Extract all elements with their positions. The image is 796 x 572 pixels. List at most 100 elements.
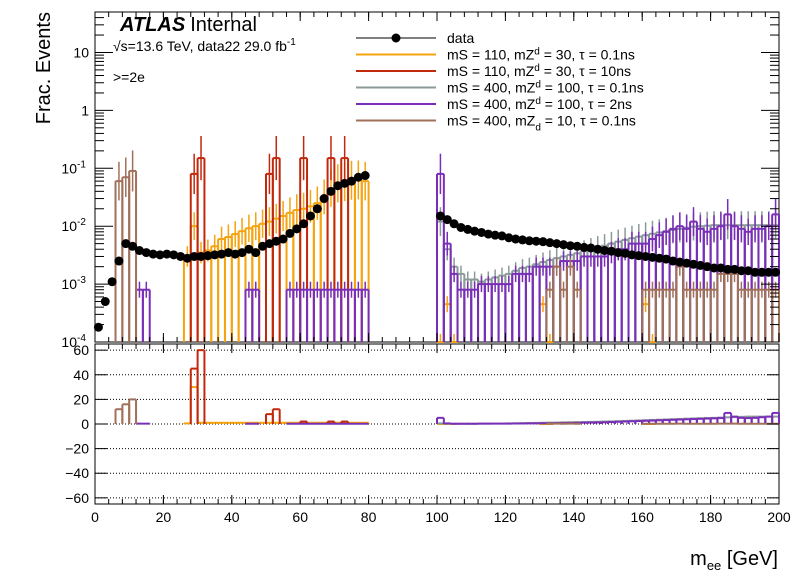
- data-point: [518, 235, 527, 245]
- data-point: [702, 262, 712, 272]
- y-tick-label: 10: [61, 276, 77, 292]
- data-point: [162, 249, 172, 259]
- data-point: [545, 238, 555, 248]
- data-point: [182, 253, 192, 263]
- data-point: [121, 239, 131, 249]
- data-point: [244, 244, 254, 254]
- x-tick-label: 80: [361, 509, 377, 525]
- data-point: [723, 264, 733, 274]
- data-point: [237, 248, 247, 258]
- data-point: [647, 252, 657, 262]
- data-point: [442, 215, 452, 225]
- data-point: [196, 251, 206, 261]
- data-point: [449, 219, 459, 229]
- legend-marker: [391, 33, 401, 43]
- data-point: [456, 222, 466, 232]
- y-tick-label: 10: [73, 44, 89, 60]
- y-tick-label: 10: [61, 218, 77, 234]
- data-point: [531, 236, 541, 246]
- energy-lumi-label: √s=13.6 TeV, data22 29.0 fb-1: [113, 37, 296, 54]
- data-point: [504, 233, 514, 243]
- data-point: [210, 250, 220, 260]
- x-tick-label: 100: [425, 509, 449, 525]
- data-point: [497, 231, 507, 241]
- x-tick-label: 200: [767, 509, 791, 525]
- data-point: [305, 211, 315, 221]
- data-point: [203, 251, 213, 261]
- data-point: [627, 250, 637, 260]
- x-tick-label: 120: [494, 509, 518, 525]
- data-point: [251, 248, 261, 258]
- x-axis-label: mee [GeV]: [690, 548, 778, 572]
- data-point: [654, 253, 664, 263]
- data-point: [736, 266, 746, 276]
- data-point: [579, 242, 589, 252]
- data-point: [319, 194, 329, 204]
- data-point: [716, 263, 726, 273]
- x-tick-label: 0: [91, 509, 99, 525]
- axes-ticks-layer: 0 20 40 60 80 100 120 140 160 180 20010110-110-210…: [61, 12, 791, 525]
- data-point: [134, 246, 144, 256]
- data-point: [641, 251, 651, 261]
- data-point: [128, 241, 138, 251]
- data-point: [559, 240, 569, 250]
- data-point: [689, 259, 698, 269]
- ratio-y-tick-label: −20: [65, 441, 89, 457]
- ratio-y-tick-label: −40: [65, 465, 89, 481]
- data-point: [695, 260, 705, 270]
- ratio-histogram-layer: [114, 349, 780, 425]
- ratio-y-tick-label: 40: [73, 367, 89, 383]
- data-point: [593, 244, 603, 254]
- data-point: [333, 181, 343, 191]
- data-point: [606, 246, 616, 256]
- data-point: [743, 266, 753, 276]
- data-point: [634, 251, 644, 261]
- x-tick-label: 40: [224, 509, 240, 525]
- data-point: [189, 251, 199, 261]
- data-point: [490, 230, 500, 240]
- data-point: [552, 239, 562, 249]
- data-point: [258, 241, 268, 251]
- data-point: [613, 248, 623, 258]
- data-point: [230, 249, 240, 259]
- y-tick-exponent: -3: [77, 275, 86, 286]
- data-point: [750, 267, 760, 277]
- data-points-layer: [93, 171, 781, 332]
- ratio-y-tick-label: 0: [81, 416, 89, 432]
- y-tick-label: 10: [61, 334, 77, 350]
- y-tick-exponent: -1: [77, 159, 86, 170]
- data-point: [176, 251, 185, 261]
- ratio-y-tick-label: 60: [73, 342, 89, 358]
- data-point: [675, 257, 685, 267]
- x-tick-label: 140: [562, 509, 586, 525]
- data-point: [223, 248, 233, 258]
- data-point: [524, 236, 534, 246]
- data-point: [155, 250, 165, 260]
- x-tick-label: 180: [699, 509, 723, 525]
- legend-entry: mS = 400, mZd = 100, τ = 0.1ns: [447, 80, 644, 96]
- data-point: [114, 256, 124, 266]
- data-point: [661, 254, 671, 264]
- data-point: [476, 227, 486, 237]
- x-tick-label: 20: [156, 509, 172, 525]
- data-point: [285, 228, 295, 238]
- data-point: [347, 176, 356, 186]
- data-point: [312, 204, 322, 214]
- data-point: [217, 249, 227, 259]
- data-point: [538, 237, 548, 247]
- data-point: [353, 172, 363, 182]
- data-point: [572, 241, 582, 251]
- data-point: [730, 264, 740, 274]
- data-point: [668, 256, 678, 266]
- data-point: [511, 234, 521, 244]
- data-point: [565, 241, 575, 251]
- data-point: [709, 263, 719, 273]
- data-point: [169, 250, 179, 260]
- legend-entry: mS = 400, mZd = 10, τ = 0.1ns: [447, 113, 636, 134]
- x-tick-label: 60: [292, 509, 308, 525]
- data-point: [292, 224, 302, 234]
- data-point: [340, 178, 350, 188]
- data-point: [463, 224, 473, 234]
